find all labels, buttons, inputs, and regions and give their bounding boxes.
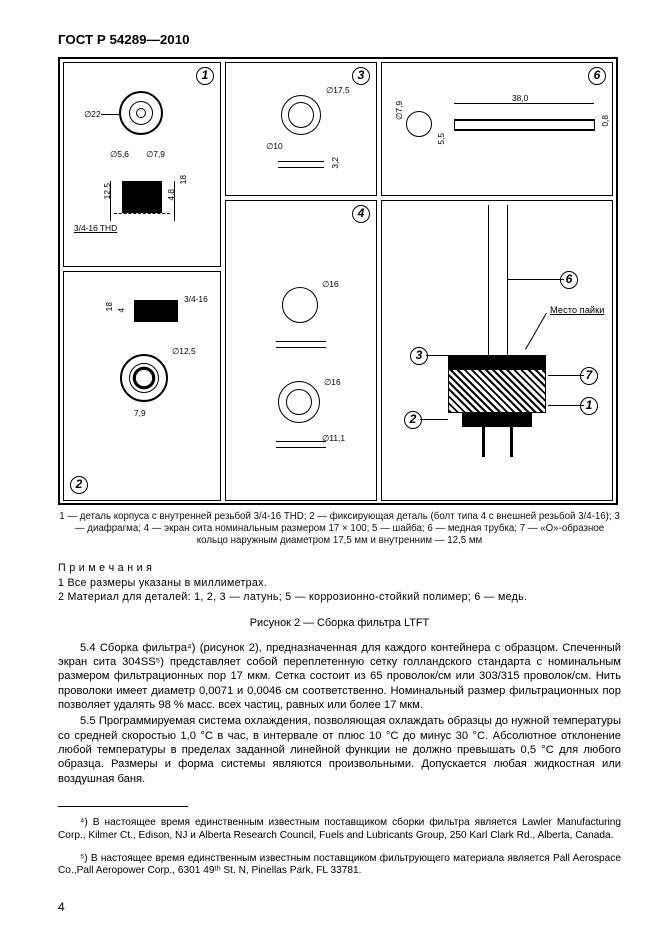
para-5-4: 5.4 Сборка фильтра⁴) (рисунок 2), предна… [58,641,621,713]
para-5-5: 5.5 Программируемая система охлаждения, … [58,714,621,786]
dim-p2-ring: ∅12,5 [172,346,196,356]
panel-label-1: 1 [196,67,214,85]
dim-p1-od: ∅22 [84,109,101,119]
dim-p1-h2: 18 [178,175,188,184]
panel-label-4: 4 [352,205,370,223]
dim-p6-d: ∅7,9 [394,101,404,120]
figure-legend: 1 — деталь корпуса с внутренней резьбой … [58,511,621,547]
dim-p6-tw: 0,8 [600,115,610,127]
dim-p6-l: 38,0 [512,93,528,103]
footnote-4: ⁴) В настоящее время единственным извест… [58,817,621,842]
notes-block: П р и м е ч а н и я 1 Все размеры указан… [58,561,621,604]
dim-p1-d2: ∅7,9 [146,149,165,159]
panel-label-2: 2 [70,476,88,494]
notes-title: П р и м е ч а н и я [58,561,621,575]
dim-p2-off: 7,9 [134,408,146,418]
panel-label-6: 6 [588,67,606,85]
dim-p3-mid-od: ∅10 [266,141,283,151]
dim-p2-h: 18 [104,302,114,311]
dim-p1-id: ∅5,6 [110,149,129,159]
document-code: ГОСТ Р 54289—2010 [58,32,621,47]
page-number: 4 [58,900,65,914]
assembly-callout-3: 3 [410,347,428,365]
solder-label: Место пайки [550,305,604,315]
dim-p4-b: ∅16 [324,377,341,387]
panel-assembly: 6 Место пайки 3 2 7 1 [381,200,613,501]
assembly-callout-7: 7 [580,367,598,385]
panel-4: 4 ∅16 ∅16 ∅11,1 [225,200,377,501]
dim-p3-top-od: ∅17,5 [326,85,350,95]
assembly-callout-6: 6 [560,271,578,289]
dim-p6-t: 5,5 [436,133,446,145]
panel-1: 1 ∅22 ∅5,6 ∅7,9 4,8 18 12,5 3/4-16 THD [63,62,221,267]
assembly-callout-1: 1 [580,397,598,415]
assembly-callout-2: 2 [404,411,422,429]
figure-frame: 1 ∅22 ∅5,6 ∅7,9 4,8 18 12,5 3/4-16 THD 2… [58,57,618,505]
panel-3: 3 ∅17,5 ∅10 3,2 [225,62,377,196]
footnote-5: ⁵) В настоящее время единственным извест… [58,853,621,878]
figure-caption: Рисунок 2 — Сборка фильтра LTFT [58,617,621,629]
dim-p2-w: 4 [116,308,126,313]
dim-p3-h: 3,2 [330,157,340,169]
body-text: 5.4 Сборка фильтра⁴) (рисунок 2), предна… [58,641,621,786]
panel-2: 2 3/4-16 18 4 ∅12,5 7,9 [63,271,221,501]
panel-6: 6 ∅7,9 5,5 38,0 0,8 [381,62,613,196]
dim-p1-thd: 3/4-16 THD [74,223,117,233]
panel-label-3: 3 [352,67,370,85]
footnote-separator [58,806,188,807]
note-2: 2 Материал для деталей: 1, 2, 3 — латунь… [58,590,621,604]
dim-p2-thd: 3/4-16 [184,294,208,304]
dim-p4-a: ∅16 [322,279,339,289]
footnotes: ⁴) В настоящее время единственным извест… [58,817,621,878]
note-1: 1 Все размеры указаны в миллиметрах. [58,576,621,590]
